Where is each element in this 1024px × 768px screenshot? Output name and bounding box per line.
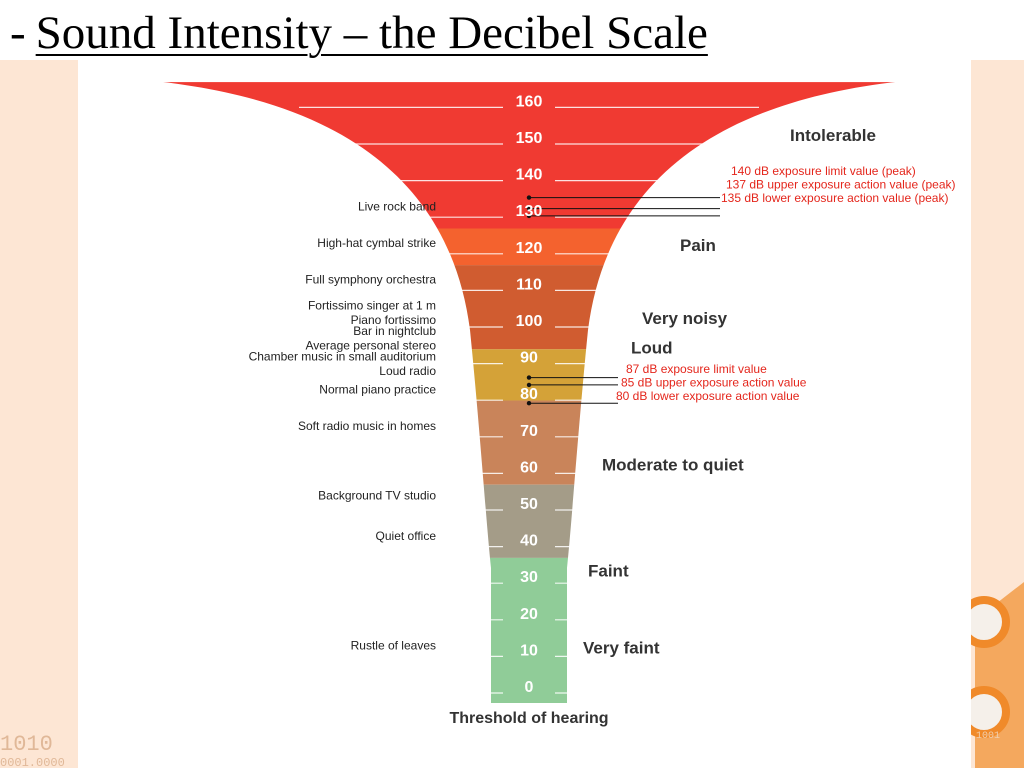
limit-label-140: 140 dB exposure limit value (peak): [731, 164, 916, 178]
limit-dot-80: [526, 401, 532, 406]
category-loud: Loud: [631, 338, 673, 357]
example-normal-piano-practice: Normal piano practice: [319, 383, 436, 397]
level-label-150: 150: [516, 130, 543, 147]
example-piano-fortissimo: Piano fortissimo: [351, 313, 437, 327]
limit-dot-135: [526, 213, 532, 219]
binary-deco-right: 1001: [976, 731, 1000, 742]
limit-dot-85: [526, 382, 532, 388]
level-label-70: 70: [520, 423, 538, 440]
level-label-20: 20: [520, 606, 538, 623]
level-label-10: 10: [520, 642, 538, 659]
limit-label-137: 137 dB upper exposure action value (peak…: [726, 178, 955, 192]
category-moderate-to-quiet: Moderate to quiet: [602, 455, 744, 474]
limit-dot-140: [526, 195, 532, 200]
limit-labels: 140 dB exposure limit value (peak)137 dB…: [616, 164, 955, 403]
example-soft-radio-music-in-homes: Soft radio music in homes: [298, 419, 436, 433]
level-label-30: 30: [520, 569, 538, 586]
category-very-faint: Very faint: [583, 638, 660, 657]
example-fortissimo-singer-at-1-m: Fortissimo singer at 1 m: [308, 298, 436, 312]
limit-label-85: 85 dB upper exposure action value: [621, 376, 807, 390]
level-label-130: 130: [516, 203, 543, 220]
level-label-60: 60: [520, 459, 538, 476]
slide-title: - Sound Intensity – the Decibel Scale: [10, 6, 708, 60]
level-label-80: 80: [520, 386, 538, 403]
limit-label-80: 80 dB lower exposure action value: [616, 389, 800, 403]
limit-lines: [526, 195, 720, 406]
example-rustle-of-leaves: Rustle of leaves: [351, 639, 436, 653]
title-text: Sound Intensity – the Decibel Scale: [35, 7, 708, 59]
limit-dot-137: [526, 206, 532, 211]
category-labels: Intolerable Pain Very noisy Loud Moderate to…: [583, 126, 876, 657]
category-intolerable: Intolerable: [790, 126, 876, 145]
category-pain: Pain: [680, 236, 716, 255]
level-label-160: 160: [516, 93, 543, 110]
example-chamber-music-in-small-auditorium: Chamber music in small auditorium: [249, 350, 436, 364]
limit-label-135: 135 dB lower exposure action value (peak…: [721, 191, 948, 205]
category-very-noisy: Very noisy: [642, 309, 728, 328]
level-label-110: 110: [516, 276, 542, 293]
level-label-0: 0: [525, 679, 534, 696]
example-live-rock-band: Live rock band: [358, 200, 436, 214]
example-full-symphony-orchestra: Full symphony orchestra: [305, 273, 436, 287]
threshold-of-hearing-label: Threshold of hearing: [449, 710, 608, 727]
example-high-hat-cymbal-strike: High-hat cymbal strike: [317, 236, 436, 250]
level-label-90: 90: [520, 350, 538, 367]
level-ticks: [299, 106, 759, 694]
level-label-50: 50: [520, 496, 538, 513]
example-loud-radio: Loud radio: [379, 364, 436, 378]
limit-dot-87: [526, 375, 532, 380]
level-label-140: 140: [516, 167, 543, 184]
category-faint: Faint: [588, 562, 629, 581]
limit-label-87: 87 dB exposure limit value: [626, 362, 767, 376]
level-label-120: 120: [516, 240, 543, 257]
example-bar-in-nightclub: Bar in nightclub: [353, 324, 436, 338]
level-label-100: 100: [516, 313, 543, 330]
example-quiet-office: Quiet office: [376, 529, 437, 543]
binary-deco-left-small: 0001.0000: [0, 756, 65, 768]
example-labels: Live rock band High-hat cymbal strike Full…: [249, 200, 437, 653]
level-label-40: 40: [520, 533, 538, 550]
title-dash: -: [10, 7, 26, 59]
example-background-tv-studio: Background TV studio: [318, 489, 436, 503]
example-average-personal-stereo: Average personal stereo: [305, 339, 436, 353]
binary-deco-left: 1010: [0, 732, 53, 757]
